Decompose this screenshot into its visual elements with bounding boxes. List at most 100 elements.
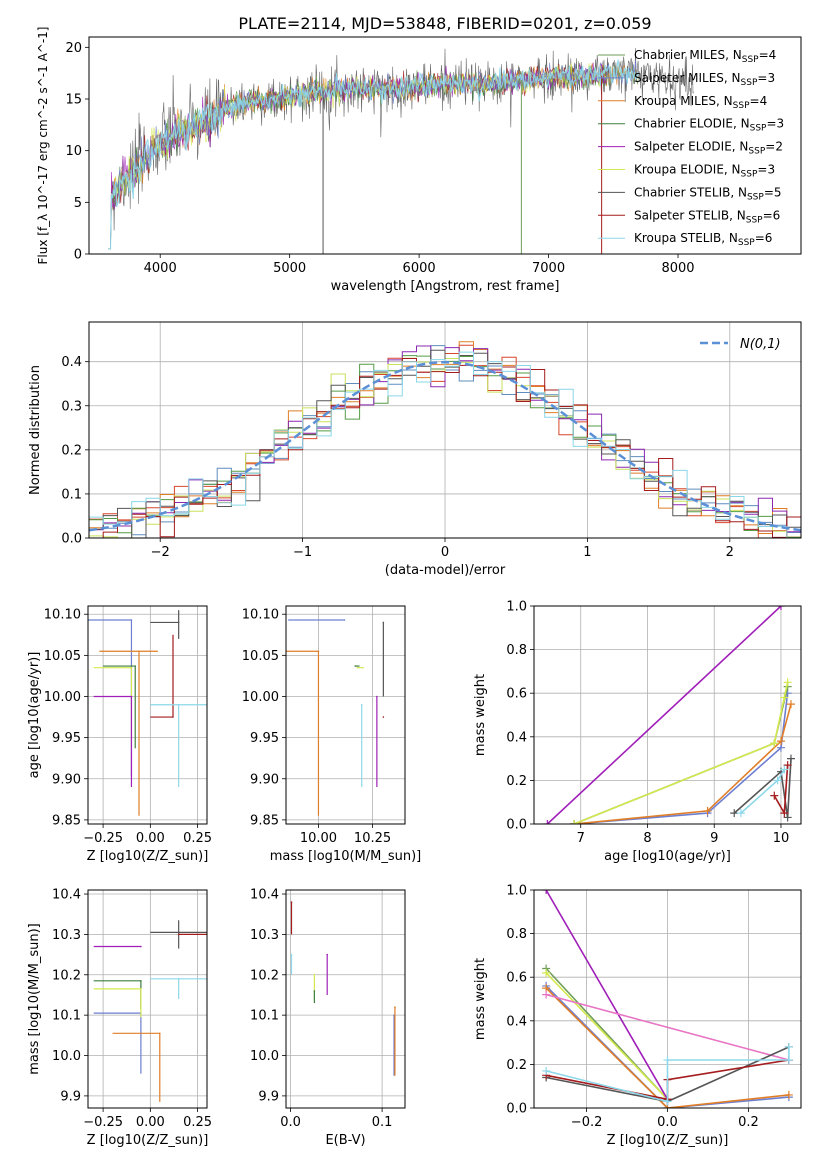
x-tick-label: 6000 [403,261,436,276]
mass-weight-marker [543,820,552,824]
legend-label: Kroupa MILES, NSSP=4 [634,94,767,111]
mass-weight-line [573,686,789,824]
data-point [134,665,137,667]
x-tick-label: 0.0 [657,1115,678,1130]
x-axis-label: Z [log10(Z/Z_sun)] [87,849,209,864]
y-tick-label: 5 [74,196,82,211]
y-axis-label: mass weight [473,674,488,756]
y-tick-label: 0.4 [506,730,527,745]
y-tick-label: 15 [65,93,82,108]
spectrum-line [108,48,694,250]
y-tick-label: 9.9 [60,1089,81,1104]
data-point [313,973,316,976]
panel-residual-histogram: −2 −1 0 1 2 0.0 0.1 0.2 0.3 0.4 (data-model)/error… [28,321,802,578]
mass-weight-marker [780,765,789,774]
plot-area [88,610,207,816]
x-tick-label: 9 [710,831,718,846]
y-tick-label: 10.10 [44,608,81,623]
x-axis-label: Z [log10(Z/Z_sun)] [87,1133,209,1148]
mass-weight-marker [542,1066,551,1075]
y-tick-label: 9.95 [52,731,81,746]
data-point [290,901,293,903]
axes-frame [533,605,802,825]
data-point [360,703,363,706]
mass-weight-marker [542,890,551,894]
x-tick-label: −0.2 [571,1115,603,1130]
figure-title: PLATE=2114, MJD=53848, FIBERID=0201, z=0… [238,14,651,33]
data-point [343,619,346,621]
data-point [317,650,320,653]
y-tick-label: 20 [65,41,82,56]
y-tick-label: 10.05 [44,649,81,664]
data-point [130,666,133,669]
data-point [382,621,385,624]
mass-weight-marker [780,809,789,818]
data-point [313,990,316,992]
y-tick-label: 0.0 [506,818,527,833]
mass-weight-marker [776,606,785,610]
y-tick-label: 9.85 [52,813,81,828]
y-tick-label: 0.4 [506,1014,527,1029]
axes-frame [533,889,802,1109]
y-tick-label: 0.0 [61,532,82,547]
mass-weight-marker [783,761,792,770]
mass-weight-marker [542,990,551,999]
data-point [354,665,357,667]
axes-frame [87,889,208,1109]
mass-weight-line [545,985,789,1108]
x-axis-label: Z [log10(Z/Z_sun)] [607,1133,729,1148]
x-tick-label: 0.25 [183,1115,212,1130]
y-tick-label: 1.0 [506,600,527,615]
plot-area [290,901,396,1076]
y-tick-label: 9.85 [250,813,279,828]
data-point [140,988,142,990]
mass-weight-line [573,682,789,824]
mass-weight-marker [770,739,779,748]
panel-mass-vs-Z: −0.25 0.00 0.25 9.9 10.0 10.1 10.2 10.3 10.4 Z [l… [27,888,212,1148]
normal-curve [89,360,801,532]
x-tick-label: 7000 [532,261,565,276]
y-tick-label: 10.0 [52,1049,81,1064]
y-axis-label: Flux [f_λ 10^-17 erg cm^-2 s^-1 A^-1] [36,27,50,265]
mass-weight-line [574,693,789,824]
y-tick-label: 0.0 [506,1102,527,1117]
panel-age-vs-mass: 10.00 10.25 9.85 9.90 9.95 10.00 10.05 10.10 mas… [242,605,421,864]
x-axis-label: wavelength [Angstrom, rest frame] [331,279,560,294]
mass-weight-marker [780,693,789,702]
mass-weight-marker [770,791,779,800]
y-axis-label: mass weight [473,958,488,1040]
data-point [394,1006,396,1008]
data-point [177,978,180,980]
legend-label: N(0,1) [740,337,781,352]
y-tick-label: 0 [74,248,82,263]
mass-weight-marker [542,968,551,977]
plot-area [543,606,795,824]
mass-weight-line [545,890,669,1100]
mass-weight-marker [783,813,792,822]
mass-weight-line [545,987,789,1108]
mass-weight-marker [663,1056,672,1065]
y-tick-label: 10.3 [52,928,81,943]
x-axis-label: age [log10(age/yr)] [604,849,731,864]
y-tick-label: 0.8 [506,643,527,658]
plot-area [286,619,385,816]
legend-label: Kroupa ELODIE, NSSP=3 [634,163,775,180]
axes-frame [87,605,208,825]
mass-weight-marker [783,678,792,687]
data-point [177,703,180,706]
y-tick-label: 10 [65,144,82,159]
panel-spectrum: 4000 5000 6000 7000 8000 0 5 10 15 20 wavelength [… [36,27,802,294]
x-tick-label: 0.0 [280,1115,301,1130]
x-tick-label: −0.25 [83,831,123,846]
axes-frame [285,605,406,825]
legend-label: Chabrier ELODIE, NSSP=3 [634,117,784,134]
mass-weight-marker [786,754,795,763]
x-tick-label: 0.2 [738,1115,759,1130]
legend-label: Salpeter ELODIE, NSSP=2 [634,140,783,157]
y-tick-label: 10.00 [44,690,81,705]
y-tick-label: 10.2 [250,968,279,983]
legend-label: Chabrier MILES, NSSP=4 [634,48,776,65]
plot-area [108,48,694,254]
y-tick-label: 0.8 [506,927,527,942]
